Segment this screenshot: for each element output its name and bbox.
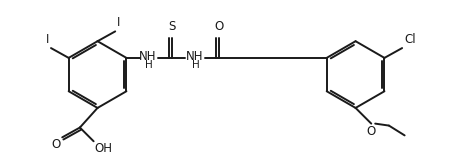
Text: S: S [168, 20, 175, 33]
Text: O: O [51, 138, 60, 151]
Text: OH: OH [95, 142, 112, 155]
Text: I: I [117, 16, 121, 29]
Text: H: H [192, 60, 200, 70]
Text: H: H [145, 60, 152, 70]
Text: NH: NH [186, 50, 204, 63]
Text: I: I [45, 33, 49, 46]
Text: O: O [214, 20, 223, 33]
Text: NH: NH [139, 50, 157, 63]
Text: Cl: Cl [404, 33, 416, 46]
Text: O: O [367, 125, 376, 138]
